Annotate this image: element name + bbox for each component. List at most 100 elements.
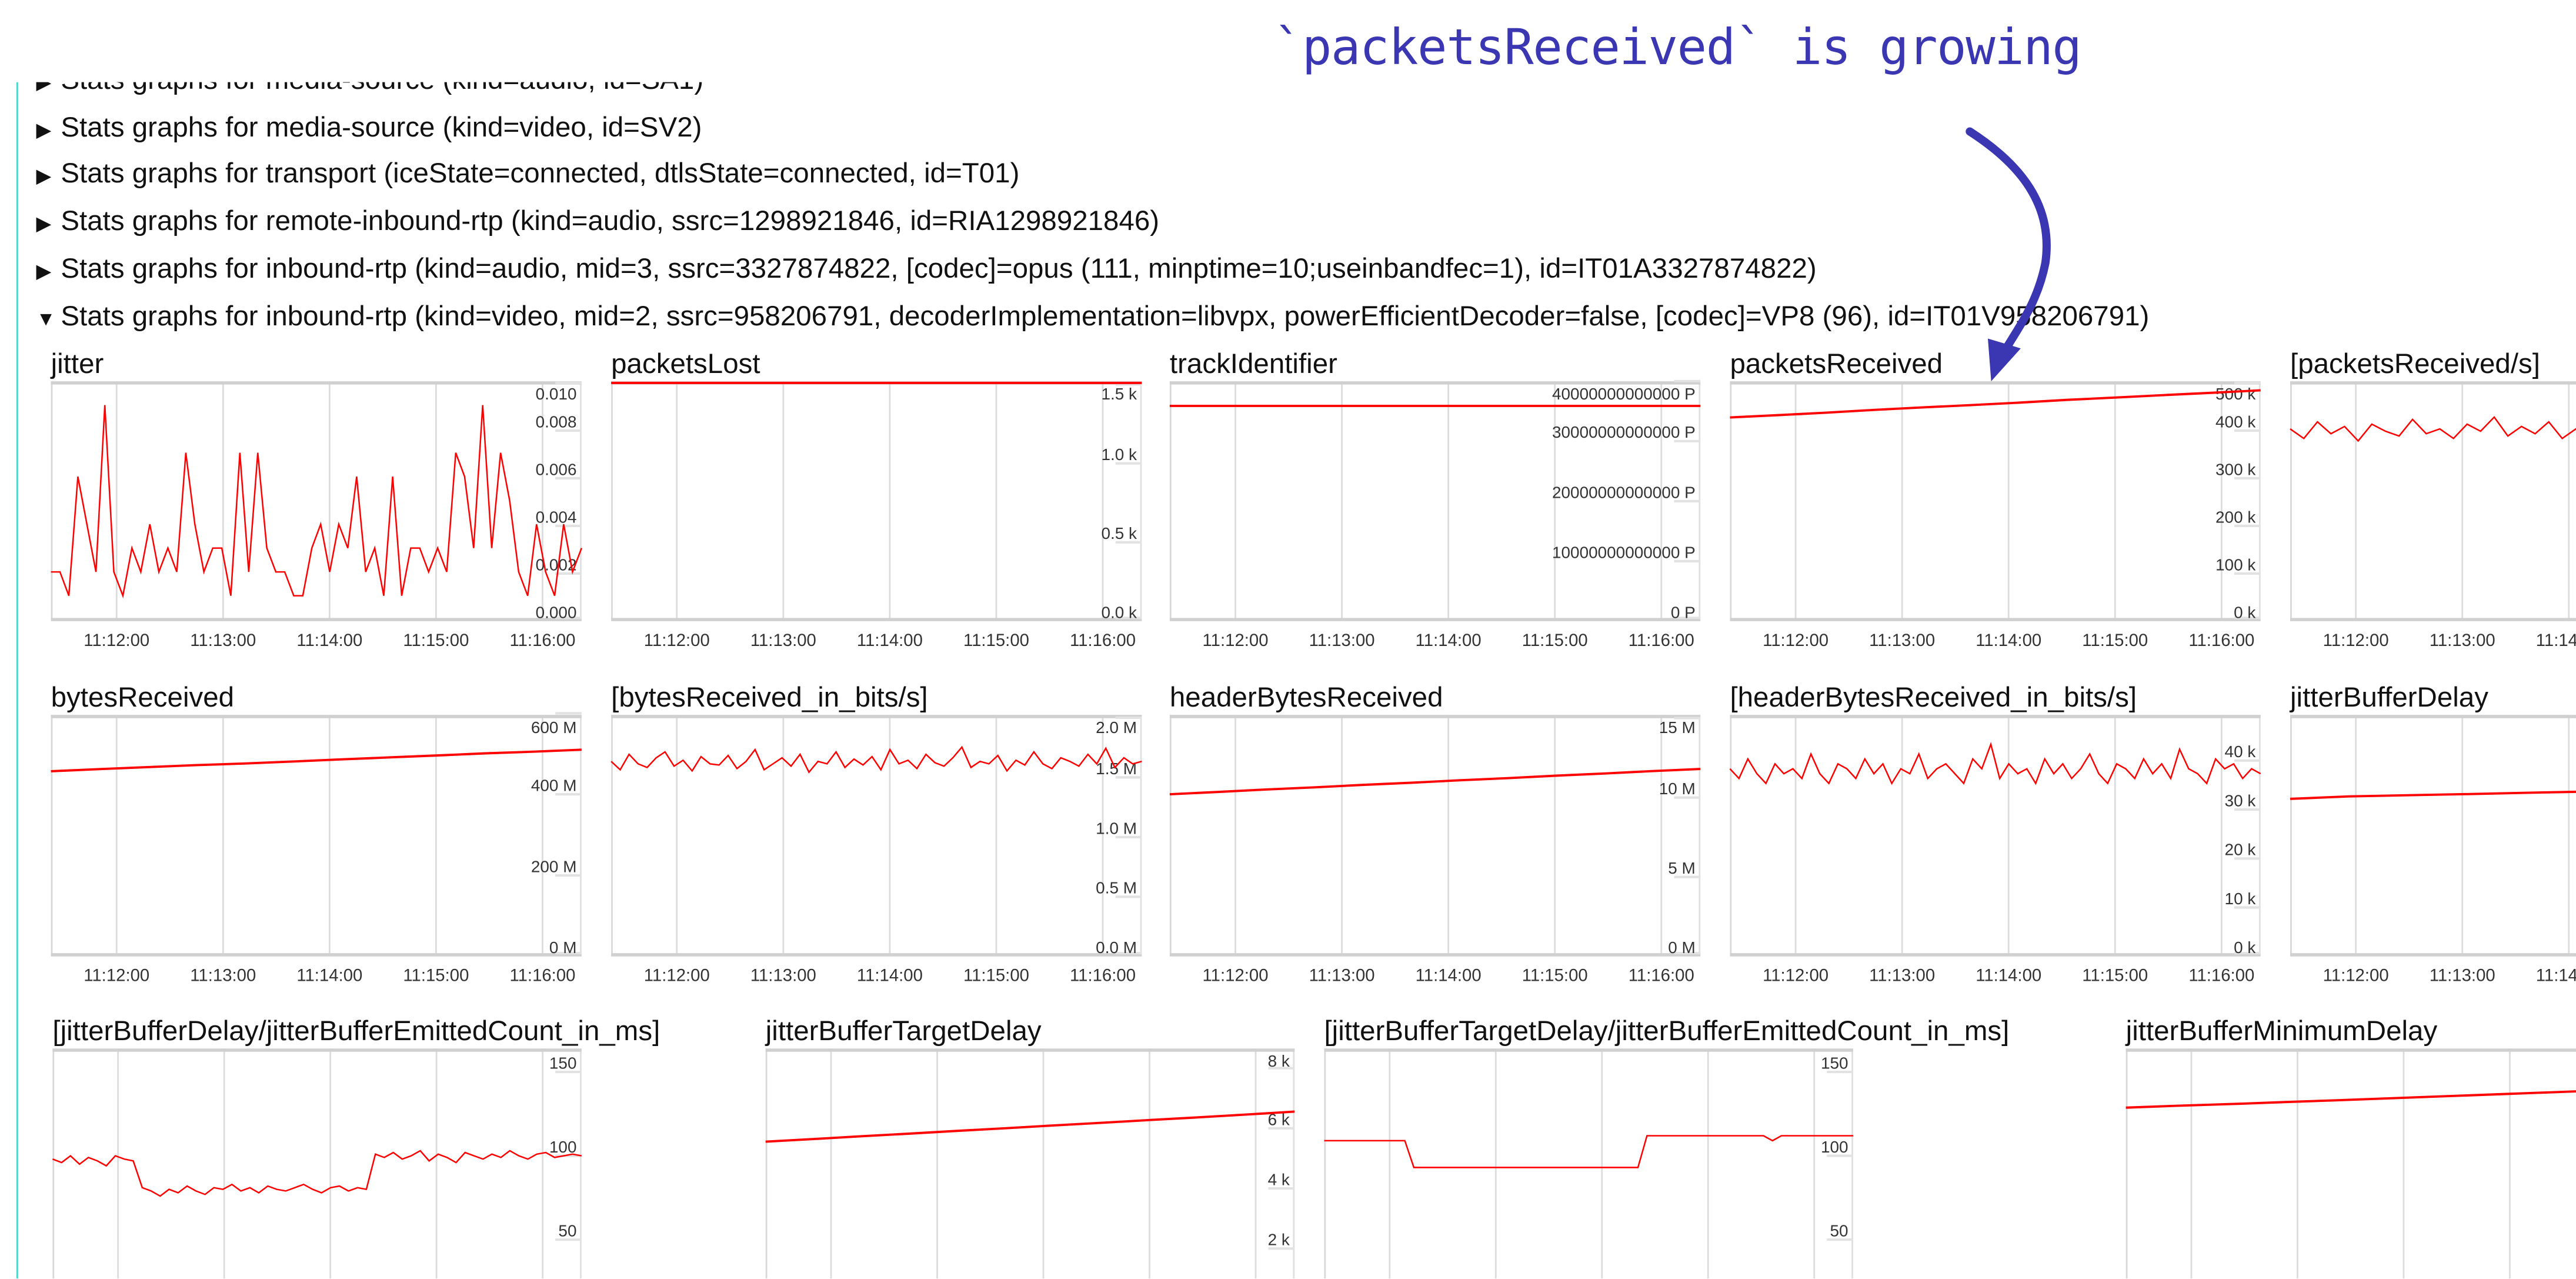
y-tick-label: 400 k	[2215, 412, 2255, 431]
x-tick-label: 11:12:00	[1763, 966, 1828, 985]
chart-bytes-received: bytesReceived 11:12:00 11:13:00 11:14:00 11:…	[51, 680, 582, 994]
series-line	[2290, 416, 2576, 442]
x-tick-label: 11:15:00	[403, 966, 469, 985]
x-tick-label: 11:16:00	[1070, 966, 1136, 985]
chart-packets-received-per-second: [packetsReceived/s] 11:12:00 11:13:00 11:14…	[2290, 347, 2576, 661]
chart-title: jitterBufferMinimumDelay	[2125, 1015, 2438, 1047]
chart-title: [jitterBufferTargetDelay/jitterBufferEmi…	[1324, 1015, 2010, 1047]
plot-area	[611, 715, 1142, 955]
x-tick-label: 11:12:00	[1763, 631, 1828, 650]
y-tick-label: 0.5 M	[1096, 879, 1137, 897]
y-tick-label: 8 k	[1268, 1052, 1290, 1070]
plot-area	[2125, 1048, 2576, 1279]
chart-title: [packetsReceived/s]	[2290, 348, 2540, 380]
y-tick-label: 1.0 M	[1096, 819, 1137, 837]
chart-header-bytes-received: headerBytesReceived 11:12:00 11:13:00 11:14…	[1169, 680, 1701, 994]
annotation-text: `packetsReceived` is growing	[1273, 19, 2082, 78]
collapsed-triangle-icon: ▶	[36, 212, 52, 235]
series-line	[1324, 1135, 1853, 1168]
plot-area	[51, 715, 582, 955]
chart-jitter-buffer-delay: jitterBufferDelay 11:12:00 11:13:00 11:14:0…	[2290, 680, 2576, 994]
y-tick-label: 20 k	[2225, 841, 2256, 859]
x-tick-label: 11:13:00	[1309, 966, 1375, 985]
series-line	[51, 405, 583, 599]
x-tick-label: 11:15:00	[2082, 966, 2148, 985]
y-tick-label: 1.0 k	[1101, 445, 1137, 464]
x-tick-label: 11:14:00	[2536, 966, 2576, 985]
x-tick-label: 11:12:00	[1203, 631, 1269, 650]
y-tick-label: 0.5 k	[1101, 524, 1137, 542]
y-tick-label: 4 k	[1268, 1170, 1290, 1188]
chart-title: jitter	[51, 348, 104, 380]
x-tick-label: 11:15:00	[1522, 631, 1588, 650]
x-tick-label: 11:14:00	[1416, 631, 1481, 650]
section-toggle-media-source-audio[interactable]: ▶ Stats graphs for media-source (kind=aud…	[36, 82, 703, 104]
x-tick-label: 11:14:00	[2536, 631, 2576, 650]
series-line	[610, 745, 1142, 774]
chart-title: jitterBufferTargetDelay	[765, 1015, 1042, 1047]
x-tick-label: 11:16:00	[1629, 966, 1694, 985]
x-tick-label: 11:16:00	[2188, 966, 2254, 985]
y-tick-label: 0 M	[1668, 938, 1696, 957]
x-tick-label: 11:13:00	[190, 631, 256, 650]
series-line	[1729, 741, 2261, 785]
y-tick-label: 100	[1821, 1138, 1848, 1156]
chart-title: [headerBytesReceived_in_bits/s]	[1730, 682, 2137, 714]
y-tick-label: 0.010	[536, 385, 577, 403]
y-tick-label: 150	[1821, 1054, 1848, 1072]
y-tick-label: 0 k	[2234, 603, 2255, 621]
expanded-triangle-icon: ▼	[36, 307, 56, 331]
plot-area	[1730, 715, 2261, 955]
x-tick-label: 11:14:00	[857, 966, 923, 985]
section-toggle-inbound-rtp-video[interactable]: ▼ Stats graphs for inbound-rtp (kind=vide…	[36, 292, 2149, 340]
series-line	[765, 1110, 1295, 1143]
y-tick-label: 20000000000000 P	[1552, 483, 1696, 501]
y-tick-label: 0.0 k	[1101, 603, 1137, 621]
x-tick-label: 11:15:00	[1522, 966, 1588, 985]
y-tick-label: 30000000000000 P	[1552, 423, 1696, 441]
section-toggle-media-source-video[interactable]: ▶ Stats graphs for media-source (kind=vid…	[36, 104, 702, 151]
x-tick-label: 11:15:00	[963, 631, 1029, 650]
section-toggle-inbound-rtp-audio[interactable]: ▶ Stats graphs for inbound-rtp (kind=audi…	[36, 245, 1816, 292]
x-tick-label: 11:12:00	[84, 966, 149, 985]
y-tick-label: 10 k	[2225, 890, 2256, 908]
plot-area	[611, 381, 1142, 620]
y-tick-label: 2.0 M	[1096, 718, 1137, 737]
section-label: Stats graphs for inbound-rtp (kind=video…	[61, 301, 2150, 332]
section-label: Stats graphs for media-source (kind=audi…	[61, 82, 703, 95]
y-tick-label: 0 k	[2234, 938, 2255, 957]
collapsed-triangle-icon: ▶	[36, 259, 52, 283]
section-indent-line	[16, 82, 18, 1279]
plot-area	[1169, 381, 1701, 620]
series-line	[51, 748, 582, 772]
stats-content: ▶ Stats graphs for media-source (kind=aud…	[0, 82, 2576, 1279]
section-label: Stats graphs for remote-inbound-rtp (kin…	[61, 205, 1160, 237]
x-tick-label: 11:13:00	[1869, 966, 1935, 985]
y-tick-label: 10 M	[1659, 780, 1696, 798]
x-tick-label: 11:14:00	[296, 631, 362, 650]
x-tick-label: 11:12:00	[1203, 966, 1269, 985]
y-tick-label: 500 k	[2215, 385, 2255, 403]
section-toggle-transport[interactable]: ▶ Stats graphs for transport (iceState=co…	[36, 149, 1019, 197]
series-line	[2290, 790, 2576, 800]
x-tick-label: 11:14:00	[1976, 966, 2041, 985]
y-tick-label: 2 k	[1268, 1231, 1290, 1249]
y-tick-label: 30 k	[2225, 791, 2256, 810]
x-tick-label: 11:13:00	[750, 966, 816, 985]
x-tick-label: 11:13:00	[2430, 631, 2495, 650]
series-line	[1169, 768, 1701, 796]
x-tick-label: 11:16:00	[1629, 631, 1694, 650]
y-tick-label: 0.008	[536, 412, 577, 431]
x-tick-label: 11:12:00	[2323, 631, 2389, 650]
x-tick-label: 11:14:00	[1976, 631, 2041, 650]
collapsed-triangle-icon: ▶	[36, 164, 52, 188]
chart-packets-lost: packetsLost 11:12:00 11:13:00 11:14:00 11:15…	[611, 347, 1142, 661]
section-toggle-remote-inbound-rtp[interactable]: ▶ Stats graphs for remote-inbound-rtp (ki…	[36, 197, 1159, 245]
chart-jitter-buffer-minimum-delay: jitterBufferMinimumDelay	[2125, 1014, 2576, 1279]
y-tick-label: 0 P	[1671, 603, 1696, 621]
y-tick-label: 15 M	[1659, 718, 1696, 737]
plot-area	[1730, 381, 2261, 620]
chart-title: [jitterBufferDelay/jitterBufferEmittedCo…	[52, 1015, 660, 1047]
